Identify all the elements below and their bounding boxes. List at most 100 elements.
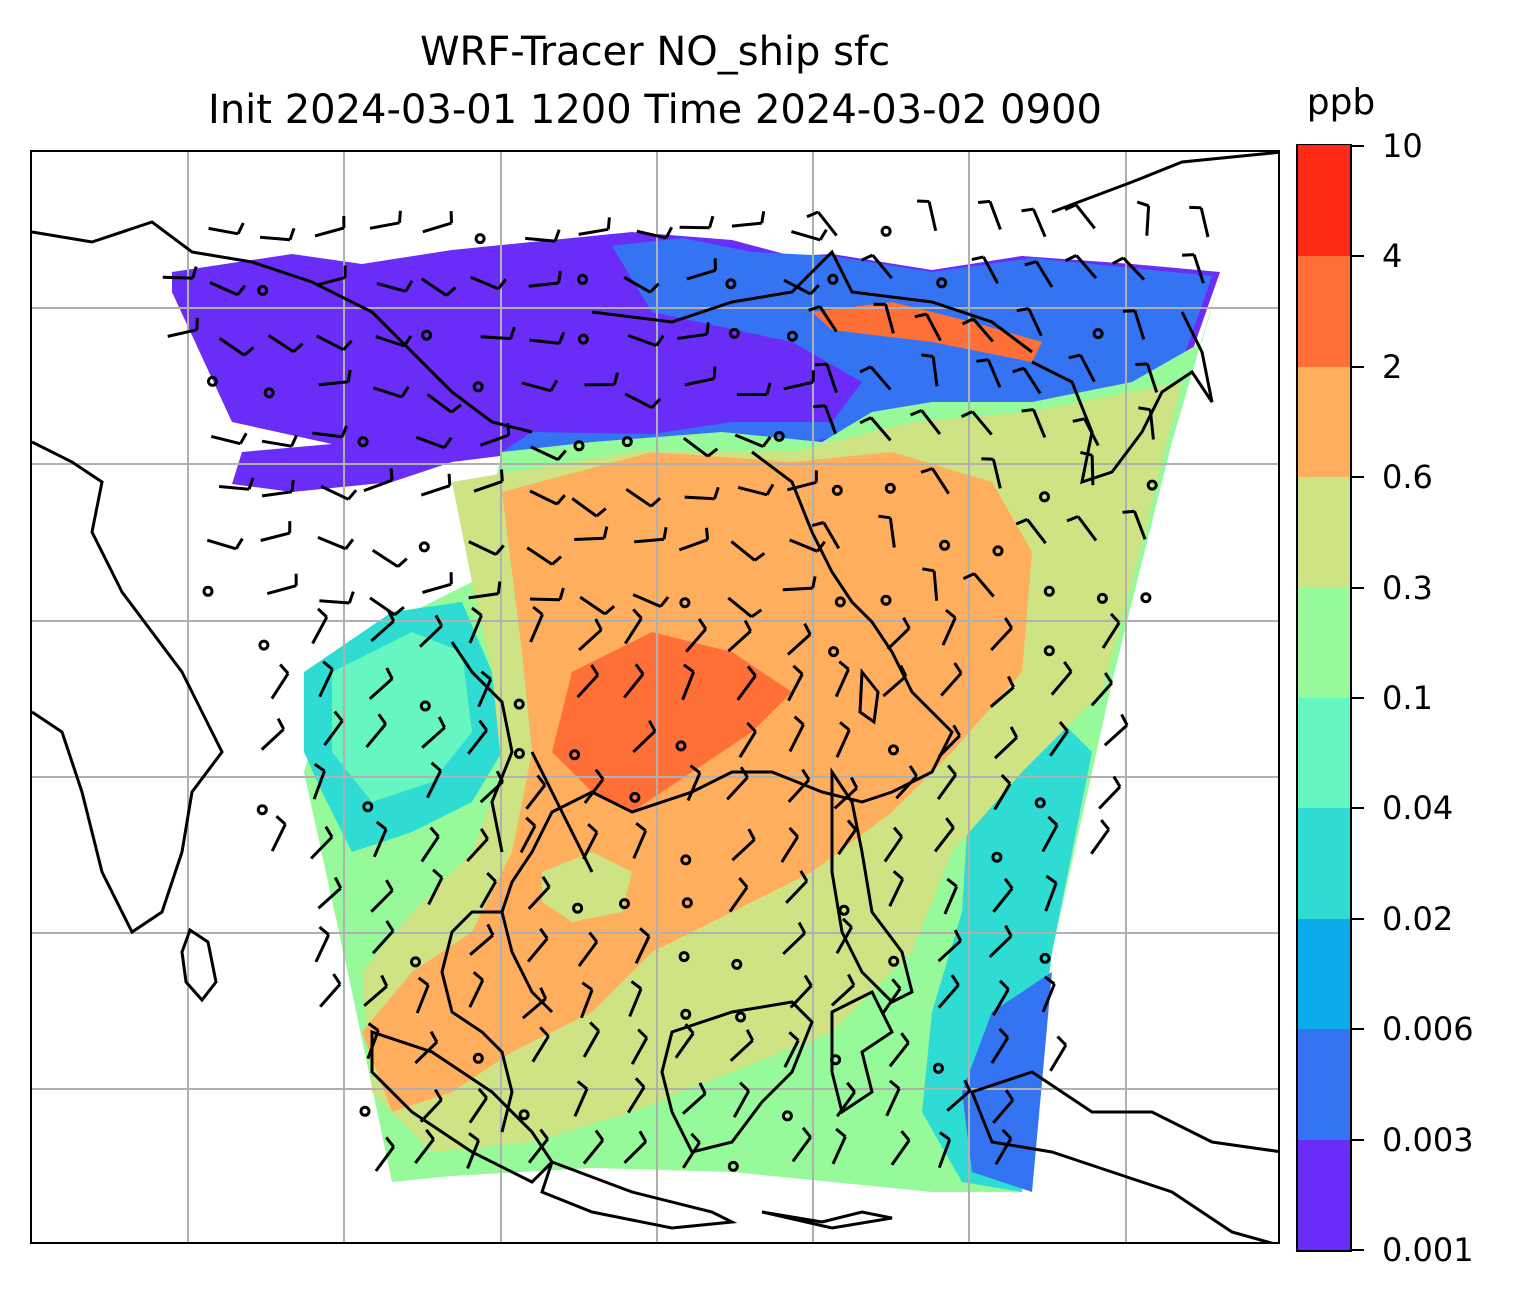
wind-barb: [990, 1027, 1010, 1064]
wind-barb: [736, 382, 772, 396]
wind-barb: [528, 270, 562, 288]
shading-red-core: [552, 632, 792, 812]
wind-barb: [1044, 874, 1058, 912]
wind-barb: [976, 358, 1002, 388]
wind-barb: [835, 721, 851, 758]
wind-barb: [426, 761, 443, 799]
wind-barb: [627, 1077, 646, 1114]
wind-barb: [270, 815, 287, 852]
wind-barb: [1021, 408, 1047, 438]
wind-barb: [992, 1089, 1015, 1124]
colorbar-segment: [1298, 1028, 1350, 1140]
vietnam-border: [530, 751, 594, 873]
wind-barb: [468, 540, 505, 556]
colorbar-tick: [1352, 917, 1364, 920]
wind-barb: [679, 215, 715, 230]
map-panel[interactable]: [30, 150, 1280, 1244]
shading-cyan-east: [922, 712, 1092, 1192]
wind-barb: [420, 277, 457, 297]
calm-circle: [202, 585, 214, 597]
wind-barb: [786, 470, 818, 492]
wind-barb: [736, 665, 757, 701]
indochina-coast: [440, 910, 514, 1133]
borneo: [660, 1000, 814, 1154]
sulawesi: [830, 989, 894, 1115]
colorbar-segment: [1298, 1138, 1350, 1250]
calm-circle: [834, 596, 846, 608]
colorbar-tick-label: 4: [1382, 237, 1403, 276]
wind-barb: [363, 468, 394, 493]
wind-barb: [1050, 661, 1073, 696]
wind-barb: [833, 776, 859, 810]
wind-barb: [582, 1021, 601, 1058]
wind-barb: [318, 660, 334, 698]
wind-barb: [420, 826, 440, 863]
sumatra: [370, 1029, 554, 1184]
wind-barb: [681, 663, 695, 701]
wind-barb: [780, 826, 799, 863]
wind-barb: [466, 827, 489, 863]
wind-barb: [1136, 200, 1151, 236]
colorbar-tick: [1352, 1028, 1364, 1031]
calm-circle: [1039, 952, 1051, 964]
wind-barb: [624, 608, 643, 645]
wind-barb: [859, 416, 892, 442]
wind-barb: [477, 670, 493, 708]
wind-barb: [1021, 207, 1047, 238]
taiwan: [858, 667, 880, 725]
wind-barb: [1064, 203, 1096, 230]
wind-barb: [813, 404, 838, 435]
calm-circle: [1043, 645, 1055, 657]
wind-barb: [834, 660, 850, 698]
wind-barb: [830, 973, 856, 1007]
wind-barb: [992, 877, 1014, 913]
wind-barb: [814, 362, 838, 394]
wind-barb: [1112, 256, 1146, 281]
wind-barb: [1049, 721, 1069, 757]
wind-barb: [318, 369, 352, 387]
calm-circle: [263, 387, 275, 399]
wind-barb: [527, 1128, 549, 1164]
calm-circle: [472, 381, 484, 393]
wind-barb: [365, 713, 387, 749]
wind-barb: [581, 823, 599, 860]
wind-barb: [414, 1128, 435, 1165]
wind-barb: [782, 921, 807, 955]
wind-barb: [375, 335, 413, 348]
map-canvas: [32, 152, 1278, 1242]
wind-barb: [312, 425, 348, 439]
colorbar-tick: [1352, 1249, 1364, 1251]
wind-barb: [468, 606, 483, 644]
wind-barb: [526, 546, 563, 566]
wind-barb: [469, 923, 495, 956]
calm-circle: [884, 482, 896, 494]
wind-barb: [206, 537, 244, 551]
wind-barb: [1024, 260, 1054, 288]
wind-barb: [734, 433, 772, 448]
wind-barb: [583, 768, 605, 804]
wind-barb: [886, 616, 911, 651]
wind-barb: [1064, 254, 1098, 280]
wind-barb: [374, 1136, 395, 1172]
wind-barb: [859, 365, 892, 391]
wind-barb: [530, 445, 567, 461]
colorbar-tick: [1352, 586, 1364, 589]
colorbar-tick-label: 0.003: [1382, 1120, 1474, 1159]
wind-barb: [682, 437, 719, 458]
wind-barb: [634, 927, 651, 964]
wind-barb: [993, 726, 1019, 760]
shading-blue-east: [962, 972, 1052, 1192]
calm-circle: [880, 225, 892, 237]
colorbar-tick-label: 10: [1382, 127, 1423, 165]
colorbar-segment: [1298, 807, 1350, 919]
wind-barb: [730, 540, 766, 562]
wind-barb: [808, 305, 838, 333]
wind-barb: [1068, 353, 1096, 383]
wind-barb: [529, 587, 565, 602]
wind-barb: [783, 370, 815, 391]
wind-barb: [922, 567, 939, 601]
wind-barb: [529, 331, 566, 345]
wind-barb: [678, 527, 710, 552]
wind-barb: [835, 1081, 856, 1118]
wind-barb: [479, 770, 505, 804]
